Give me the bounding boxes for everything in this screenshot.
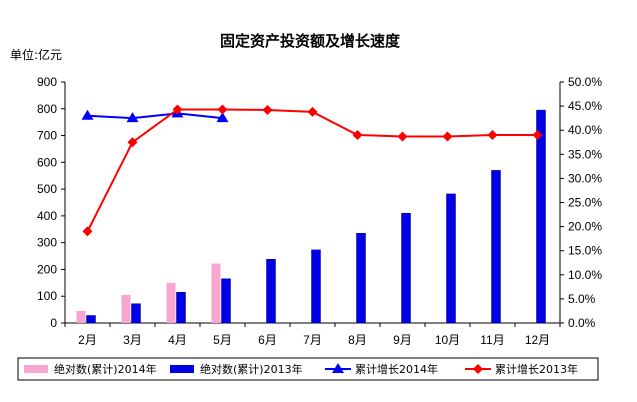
y-left-tick-label: 700 bbox=[37, 129, 57, 143]
legend-marker bbox=[473, 364, 483, 374]
x-tick-label: 9月 bbox=[393, 333, 412, 347]
x-tick-label: 12月 bbox=[525, 333, 550, 347]
unit-label: 单位:亿元 bbox=[10, 47, 62, 62]
x-tick-label: 11月 bbox=[480, 333, 504, 347]
y-right-tick-label: 10.0% bbox=[568, 268, 602, 282]
line-series-2013 bbox=[86, 108, 538, 232]
y-left-tick-label: 400 bbox=[37, 209, 57, 223]
legend-swatch bbox=[170, 365, 194, 373]
plot-area: 0 100 200 300 400 500 600 700 800 900 0.0% 5.0% 10.0… bbox=[37, 75, 602, 347]
x-tick-label: 4月 bbox=[168, 333, 187, 347]
x-tick-label: 3月 bbox=[123, 333, 142, 347]
line-point-2013 bbox=[352, 130, 363, 141]
y-left-tick-label: 200 bbox=[37, 262, 57, 276]
bar-2013 bbox=[86, 315, 96, 324]
line-series-2014 bbox=[87, 112, 223, 120]
legend-label: 累计增长2013年 bbox=[495, 362, 578, 376]
line-point-2013 bbox=[217, 104, 228, 115]
legend-label: 累计增长2014年 bbox=[355, 362, 438, 376]
y-right-tick-label: 30.0% bbox=[568, 171, 602, 185]
line-point-2013 bbox=[442, 131, 453, 142]
line-point-2014 bbox=[81, 109, 94, 120]
line-point-2013 bbox=[262, 104, 273, 115]
line-point-2013 bbox=[307, 106, 318, 117]
bar-2013 bbox=[311, 249, 321, 324]
y-left-tick-label: 500 bbox=[37, 182, 57, 196]
bar-2014 bbox=[76, 310, 86, 323]
x-tick-label: 8月 bbox=[348, 333, 367, 347]
x-tick-label: 2月 bbox=[78, 333, 97, 347]
bar-2013 bbox=[446, 193, 456, 324]
bar-2013 bbox=[356, 233, 366, 324]
line-point-2013 bbox=[397, 131, 408, 142]
chart-title: 固定资产投资额及增长速度 bbox=[220, 32, 401, 50]
bar-2013 bbox=[491, 170, 501, 324]
bar-2013 bbox=[131, 303, 141, 324]
legend-swatch bbox=[24, 365, 48, 373]
line-point-2013 bbox=[487, 130, 498, 141]
y-left-tick-label: 100 bbox=[37, 289, 57, 303]
y-left-tick-label: 300 bbox=[37, 236, 57, 250]
bar-2014 bbox=[166, 282, 176, 323]
line-point-2013 bbox=[82, 226, 93, 237]
bar-2014 bbox=[121, 294, 131, 323]
y-right-tick-label: 50.0% bbox=[568, 75, 602, 89]
bar-2013 bbox=[536, 109, 546, 324]
x-tick-label: 5月 bbox=[213, 333, 232, 347]
legend-label: 绝对数(累计)2013年 bbox=[200, 362, 303, 376]
line-point-2013 bbox=[532, 130, 543, 141]
bar-2013 bbox=[401, 212, 411, 324]
line-point-2013 bbox=[127, 137, 138, 148]
y-right-tick-label: 5.0% bbox=[568, 292, 596, 306]
bar-2013 bbox=[221, 278, 231, 324]
y-left-tick-label: 900 bbox=[37, 75, 57, 89]
y-right-tick-label: 45.0% bbox=[568, 99, 602, 113]
y-right-tick-label: 25.0% bbox=[568, 196, 602, 210]
legend-label: 绝对数(累计)2014年 bbox=[54, 362, 157, 376]
y-right-tick-label: 35.0% bbox=[568, 147, 602, 161]
legend-marker bbox=[332, 363, 344, 373]
x-tick-label: 6月 bbox=[258, 333, 277, 347]
y-right-tick-label: 0.0% bbox=[568, 316, 596, 330]
y-right-tick-label: 20.0% bbox=[568, 220, 602, 234]
x-tick-label: 10月 bbox=[435, 333, 460, 347]
bar-2013 bbox=[176, 291, 186, 324]
legend-box bbox=[17, 357, 599, 381]
bar-2013 bbox=[266, 259, 276, 324]
bar-2014 bbox=[211, 263, 221, 323]
line-point-2014 bbox=[126, 112, 139, 123]
line-point-2013 bbox=[172, 104, 183, 115]
y-left-tick-label: 600 bbox=[37, 155, 57, 169]
y-left-tick-label: 0 bbox=[50, 316, 57, 330]
y-right-tick-label: 40.0% bbox=[568, 123, 602, 137]
y-left-tick-label: 800 bbox=[37, 102, 57, 116]
legend: 绝对数(累计)2014年 绝对数(累计)2013年 累计增长2014年 累计增长201… bbox=[17, 357, 599, 381]
x-tick-label: 7月 bbox=[303, 333, 322, 347]
y-right-tick-label: 15.0% bbox=[568, 244, 602, 258]
line-point-2014 bbox=[216, 112, 229, 123]
